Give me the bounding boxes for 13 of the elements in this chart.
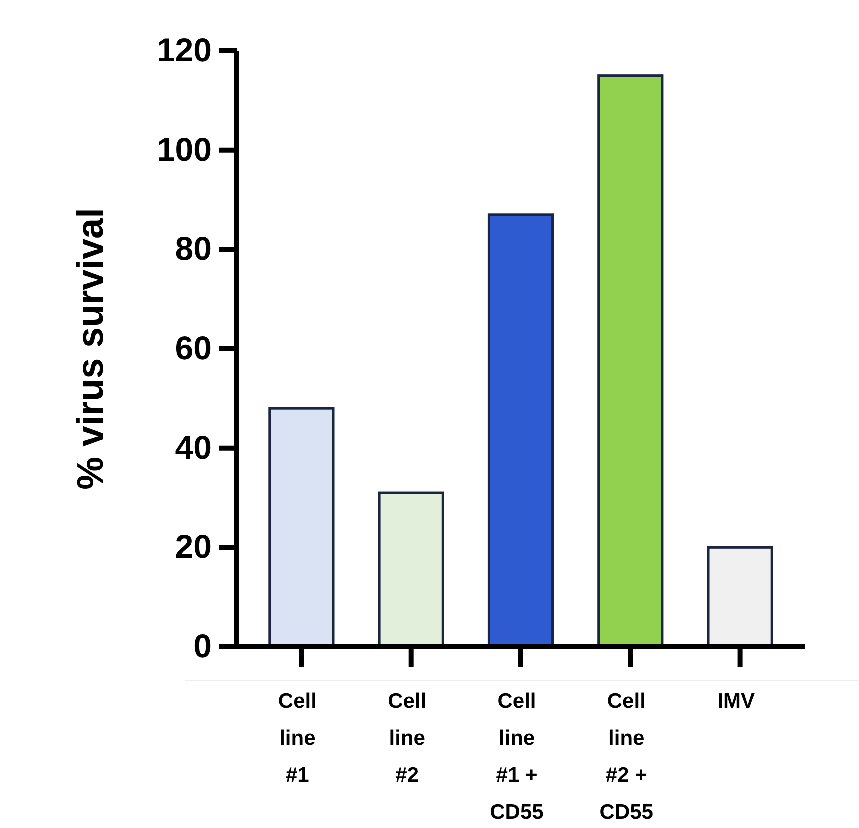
x-tick-label: Cell line #2 + CD55 [600, 690, 654, 824]
x-tick-label: Cell line #1 [278, 690, 317, 787]
y-tick-label: 40 [175, 428, 212, 466]
x-tick-label: Cell line #1 + CD55 [490, 690, 544, 824]
y-axis-title: % virus survival [70, 208, 111, 490]
y-tick-label: 60 [175, 330, 212, 367]
y-tick-label: 100 [156, 130, 212, 168]
x-tick-label: Cell line #2 [388, 690, 427, 787]
y-tick-label: 0 [194, 628, 212, 665]
y-tick-label: 80 [175, 230, 212, 268]
x-tick-label: IMV [718, 690, 755, 713]
y-tick-label: 20 [175, 528, 212, 566]
y-tick-label: 120 [156, 32, 212, 69]
